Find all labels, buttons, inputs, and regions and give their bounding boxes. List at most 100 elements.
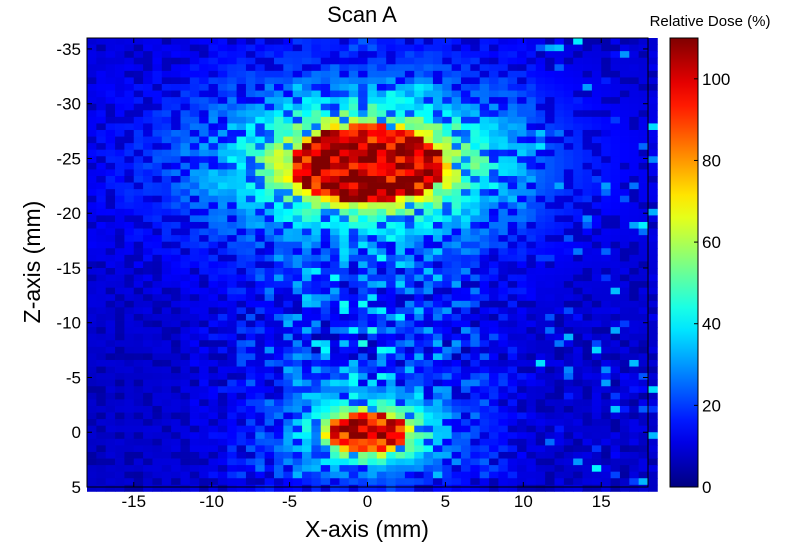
heatmap-cell: [199, 129, 209, 137]
heatmap-cell: [152, 116, 163, 124]
heatmap-cell: [358, 215, 368, 223]
heatmap-cell: [292, 366, 303, 374]
heatmap-cell: [358, 346, 368, 354]
heatmap-cell: [386, 208, 396, 216]
heatmap-cell: [339, 484, 350, 492]
heatmap-cell: [461, 359, 471, 367]
heatmap-cell: [152, 136, 163, 144]
heatmap-cell: [507, 57, 518, 65]
heatmap-cell: [283, 221, 294, 229]
heatmap-cell: [451, 51, 462, 59]
heatmap-cell: [507, 70, 518, 78]
heatmap-cell: [489, 38, 499, 45]
heatmap-cell: [330, 438, 340, 446]
heatmap-cell: [414, 465, 424, 473]
heatmap-cell: [573, 221, 583, 229]
y-tick-label: -10: [56, 314, 81, 333]
heatmap-cell: [180, 373, 191, 381]
heatmap-cell: [498, 484, 509, 492]
heatmap-cell: [96, 195, 107, 203]
heatmap-cell: [87, 241, 97, 249]
heatmap-cell: [395, 189, 406, 197]
heatmap-cell: [189, 392, 200, 400]
heatmap-cell: [143, 202, 153, 210]
heatmap-cell: [545, 320, 555, 328]
heatmap-cell: [610, 478, 621, 486]
heatmap-cell: [619, 432, 630, 440]
heatmap-cell: [339, 353, 350, 361]
heatmap-cell: [217, 248, 228, 256]
heatmap-cell: [105, 228, 116, 236]
heatmap-cell: [87, 399, 97, 407]
heatmap-cell: [367, 386, 378, 394]
heatmap-cell: [227, 84, 237, 91]
heatmap-cell: [367, 123, 378, 131]
heatmap-cell: [217, 412, 228, 420]
heatmap-cell: [358, 202, 368, 210]
heatmap-cell: [302, 340, 312, 348]
heatmap-cell: [152, 478, 163, 486]
heatmap-cell: [367, 465, 378, 473]
heatmap-cell: [563, 484, 574, 492]
heatmap-cell: [638, 195, 649, 203]
heatmap-cell: [573, 162, 583, 170]
heatmap-cell: [189, 110, 200, 118]
heatmap-cell: [348, 195, 359, 203]
heatmap-cell: [451, 465, 462, 473]
heatmap-cell: [358, 169, 368, 177]
heatmap-cell: [302, 51, 312, 59]
heatmap-cell: [395, 346, 406, 354]
heatmap-cell: [292, 97, 303, 105]
heatmap-cell: [526, 143, 537, 151]
heatmap-cell: [236, 241, 247, 249]
heatmap-cell: [87, 445, 97, 453]
heatmap-cell: [601, 366, 611, 374]
heatmap-cell: [451, 405, 462, 413]
heatmap-cell: [180, 346, 191, 354]
heatmap-cell: [432, 320, 443, 328]
heatmap-cell: [199, 405, 209, 413]
heatmap-cell: [461, 182, 471, 190]
heatmap-cell: [526, 241, 537, 249]
heatmap-cell: [143, 359, 153, 367]
heatmap-cell: [302, 149, 312, 157]
heatmap-cell: [414, 241, 424, 249]
heatmap-cell: [217, 307, 228, 315]
heatmap-cell: [292, 405, 303, 413]
heatmap-cell: [489, 208, 499, 216]
heatmap-cell: [395, 405, 406, 413]
heatmap-cell: [161, 162, 172, 170]
y-tick-label: -25: [56, 149, 81, 168]
heatmap-cell: [470, 438, 481, 446]
heatmap-cell: [638, 254, 649, 262]
heatmap-cell: [601, 313, 611, 321]
heatmap-cell: [582, 471, 593, 479]
heatmap-cell: [423, 478, 434, 486]
heatmap-cell: [535, 136, 546, 144]
heatmap-cell: [292, 248, 303, 256]
heatmap-cell: [208, 287, 219, 295]
heatmap-cell: [358, 123, 368, 131]
heatmap-cell: [591, 64, 602, 72]
heatmap-cell: [582, 248, 593, 256]
heatmap-cell: [582, 228, 593, 236]
heatmap-cell: [124, 84, 135, 91]
heatmap-cell: [217, 432, 228, 440]
heatmap-cell: [105, 353, 116, 361]
heatmap-cell: [432, 195, 443, 203]
heatmap-cell: [629, 373, 640, 381]
heatmap-cell: [283, 346, 294, 354]
heatmap-cell: [386, 254, 396, 262]
heatmap-cell: [432, 307, 443, 315]
heatmap-cell: [208, 241, 219, 249]
heatmap-cell: [245, 451, 256, 459]
heatmap-cell: [554, 432, 565, 440]
heatmap-cell: [395, 373, 406, 381]
heatmap-cell: [311, 129, 322, 137]
heatmap-cell: [638, 300, 649, 308]
heatmap-cell: [545, 64, 555, 72]
heatmap-cell: [507, 175, 518, 183]
heatmap-cell: [274, 333, 284, 341]
heatmap-cell: [283, 353, 294, 361]
heatmap-cell: [563, 471, 574, 479]
